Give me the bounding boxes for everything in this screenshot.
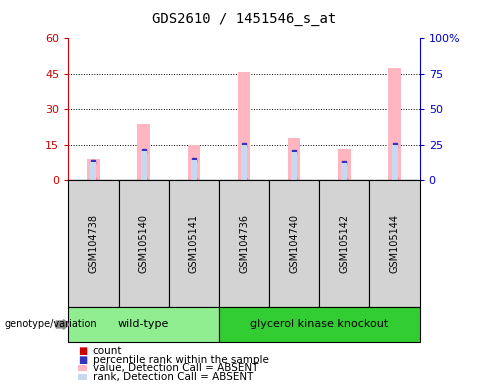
Text: GSM104738: GSM104738 xyxy=(88,214,99,273)
Bar xyxy=(388,68,401,180)
Text: GDS2610 / 1451546_s_at: GDS2610 / 1451546_s_at xyxy=(152,12,336,25)
Bar xyxy=(342,163,347,180)
Text: GSM104736: GSM104736 xyxy=(239,214,249,273)
Text: GSM105140: GSM105140 xyxy=(139,214,149,273)
Text: GSM105141: GSM105141 xyxy=(189,214,199,273)
Bar xyxy=(137,124,150,180)
Text: genotype/variation: genotype/variation xyxy=(5,319,98,329)
Text: value, Detection Call = ABSENT: value, Detection Call = ABSENT xyxy=(93,363,258,373)
Text: count: count xyxy=(93,346,122,356)
Text: ■: ■ xyxy=(78,355,87,365)
Bar xyxy=(288,138,301,180)
Text: GSM105144: GSM105144 xyxy=(389,214,400,273)
Bar xyxy=(238,71,250,180)
Bar xyxy=(191,160,197,180)
Bar xyxy=(90,162,97,180)
Text: wild-type: wild-type xyxy=(118,319,169,329)
Bar xyxy=(87,159,100,180)
Text: GSM105142: GSM105142 xyxy=(339,214,349,273)
Bar xyxy=(338,149,351,180)
Bar xyxy=(241,145,247,180)
Text: GSM104740: GSM104740 xyxy=(289,214,299,273)
Text: percentile rank within the sample: percentile rank within the sample xyxy=(93,355,268,365)
Bar xyxy=(141,151,146,180)
Bar xyxy=(291,152,297,180)
Text: rank, Detection Call = ABSENT: rank, Detection Call = ABSENT xyxy=(93,372,253,382)
Bar xyxy=(187,145,200,180)
Text: glycerol kinase knockout: glycerol kinase knockout xyxy=(250,319,388,329)
Text: ■: ■ xyxy=(78,346,87,356)
Bar xyxy=(391,145,398,180)
